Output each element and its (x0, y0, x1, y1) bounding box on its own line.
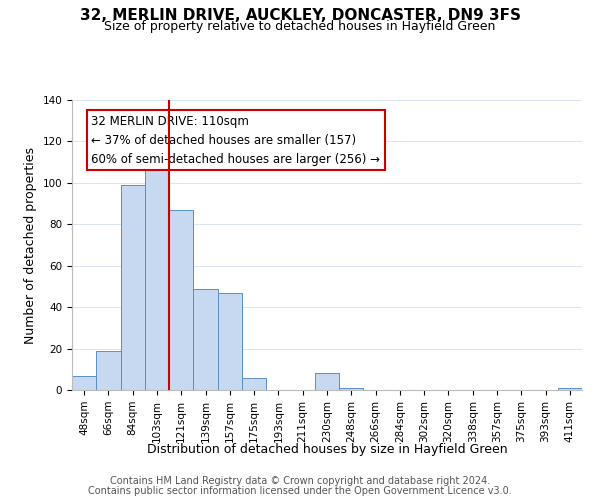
Bar (72, 376, 96, 390)
Bar (242, 378, 266, 390)
Bar (96, 350, 121, 390)
Bar (193, 288, 218, 390)
Bar (339, 388, 364, 390)
Text: Contains public sector information licensed under the Open Government Licence v3: Contains public sector information licen… (88, 486, 512, 496)
Bar (558, 388, 582, 390)
Bar (145, 166, 169, 390)
Bar (169, 210, 193, 390)
Text: Contains HM Land Registry data © Crown copyright and database right 2024.: Contains HM Land Registry data © Crown c… (110, 476, 490, 486)
Text: Size of property relative to detached houses in Hayfield Green: Size of property relative to detached ho… (104, 20, 496, 33)
Bar (315, 374, 339, 390)
Text: Distribution of detached houses by size in Hayfield Green: Distribution of detached houses by size … (146, 442, 508, 456)
Bar (218, 292, 242, 390)
Text: 32, MERLIN DRIVE, AUCKLEY, DONCASTER, DN9 3FS: 32, MERLIN DRIVE, AUCKLEY, DONCASTER, DN… (79, 8, 521, 22)
Text: 32 MERLIN DRIVE: 110sqm
← 37% of detached houses are smaller (157)
60% of semi-d: 32 MERLIN DRIVE: 110sqm ← 37% of detache… (91, 114, 380, 166)
Y-axis label: Number of detached properties: Number of detached properties (24, 146, 37, 344)
Bar (121, 185, 145, 390)
